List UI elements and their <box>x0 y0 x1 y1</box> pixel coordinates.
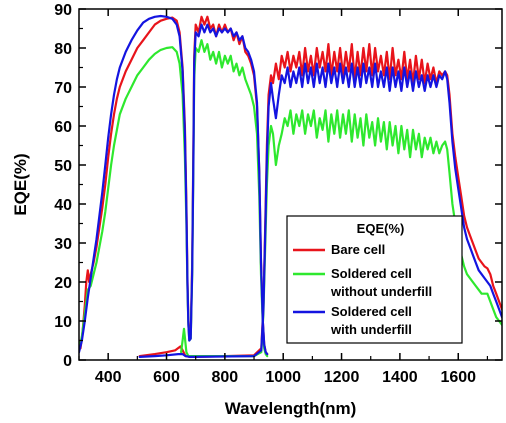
y-tick-label: 70 <box>54 80 72 97</box>
y-tick-label: 10 <box>54 314 72 331</box>
series-line-soldered-cell-without-underfill-1 <box>79 39 269 358</box>
x-tick-label: 1400 <box>382 369 418 386</box>
x-tick-label: 1000 <box>265 369 301 386</box>
legend-box <box>286 215 463 344</box>
x-tick-label: 800 <box>212 369 239 386</box>
legend-label: Bare cell <box>331 242 385 257</box>
legend-title: EQE(%) <box>357 221 405 236</box>
legend-label: Soldered cell <box>331 304 412 319</box>
y-axis-title: EQE(%) <box>11 153 30 215</box>
series-line-bare-cell-1 <box>79 15 269 356</box>
x-tick-label: 1600 <box>440 369 476 386</box>
x-tick-label: 1200 <box>324 369 360 386</box>
legend-label: without underfill <box>330 284 432 299</box>
y-tick-label: 60 <box>54 119 72 136</box>
y-tick-label: 20 <box>54 275 72 292</box>
x-tick-label: 600 <box>153 369 180 386</box>
series-line-soldered-cell-with-underfill-2 <box>138 62 502 358</box>
legend-label: Soldered cell <box>331 266 412 281</box>
series-line-soldered-cell-with-underfill-1 <box>79 14 269 356</box>
series-layer <box>79 14 502 358</box>
y-tick-label: 30 <box>54 236 72 253</box>
x-tick-label: 400 <box>95 369 122 386</box>
y-tick-label: 40 <box>54 197 72 214</box>
legend-items: Bare cell Soldered cell without underfill S… <box>293 242 432 337</box>
legend: EQE(%) Bare cell Soldered cell without und… <box>286 215 463 344</box>
y-axis: 0 10 20 30 40 50 60 70 80 90 <box>54 2 502 370</box>
x-axis: 400 600 800 1000 1200 1400 1600 <box>78 9 489 386</box>
legend-label: with underfill <box>330 322 412 337</box>
series-line-bare-cell-2 <box>138 43 502 358</box>
x-axis-title: Wavelength(nm) <box>225 399 357 418</box>
y-tick-label: 90 <box>54 2 72 19</box>
y-tick-label: 50 <box>54 158 72 175</box>
y-tick-label: 80 <box>54 41 72 58</box>
y-tick-label: 0 <box>63 353 72 370</box>
